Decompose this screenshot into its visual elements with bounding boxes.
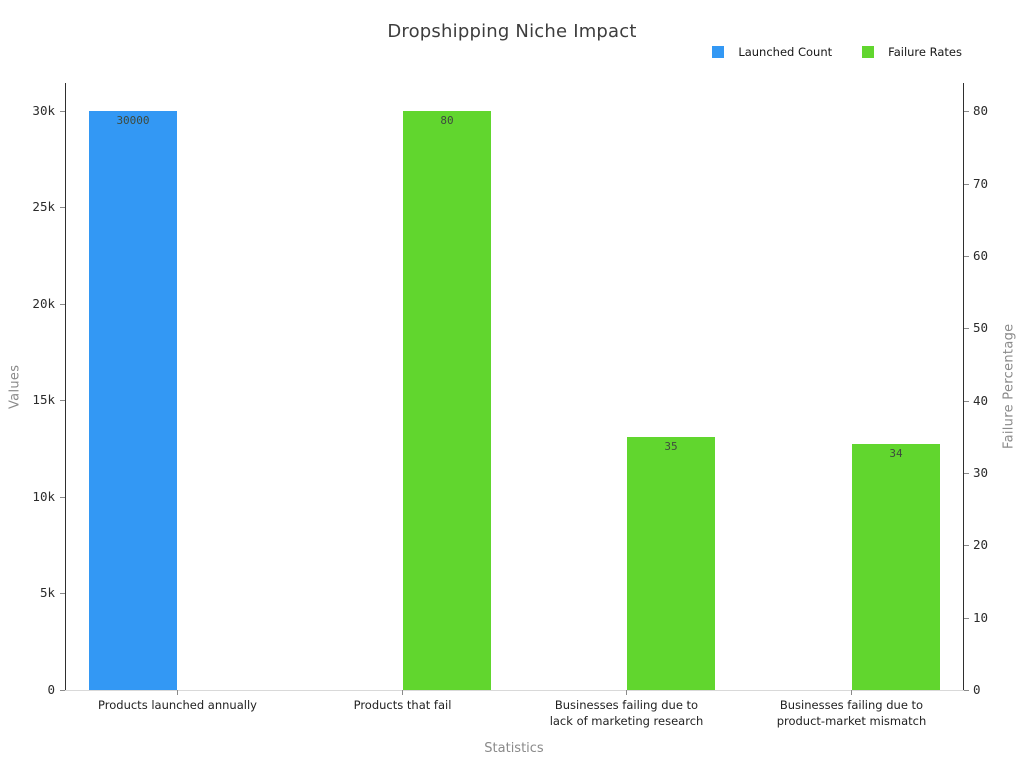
left-axis-tick-mark	[60, 111, 65, 112]
x-tick-label: Businesses failing due to lack of marketi…	[549, 698, 704, 728]
bar-value-label: 80	[440, 114, 454, 127]
x-axis-tick-mark	[177, 690, 178, 695]
legend-swatch-failure-rates-icon	[862, 46, 875, 58]
right-axis-tick-label: 30	[973, 465, 989, 480]
bar-value-label: 30000	[116, 114, 150, 127]
plot-area: 30000 80 35 34	[65, 83, 963, 690]
bar-failure-rates[interactable]: 35	[627, 437, 715, 690]
x-axis-tick-mark	[851, 690, 852, 695]
bar-failure-rates[interactable]: 80	[403, 111, 491, 690]
right-axis-tick-mark	[964, 473, 969, 474]
right-axis-tick-label: 0	[973, 682, 981, 697]
left-axis-tick-label: 20k	[32, 296, 55, 311]
bar-failure-rates[interactable]: 34	[852, 444, 940, 690]
left-axis-tick-mark	[60, 497, 65, 498]
right-axis-tick-mark	[964, 111, 969, 112]
legend: Launched Count Failure Rates	[712, 45, 962, 59]
x-axis-tick-mark	[402, 690, 403, 695]
right-axis-tick-label: 70	[973, 176, 989, 191]
bar-value-label: 34	[889, 447, 903, 460]
bar-value-label: 35	[664, 440, 678, 453]
right-axis-tick-label: 60	[973, 248, 989, 263]
left-axis-tick-label: 10k	[32, 489, 55, 504]
legend-label-launched-count: Launched Count	[738, 45, 833, 59]
right-axis-line	[963, 83, 964, 690]
right-axis-tick-mark	[964, 256, 969, 257]
left-axis-tick-mark	[60, 690, 65, 691]
right-axis-tick-label: 80	[973, 103, 989, 118]
legend-item-launched-count[interactable]: Launched Count	[712, 45, 832, 59]
right-axis-tick-label: 40	[973, 393, 989, 408]
right-axis-tick-label: 10	[973, 610, 989, 625]
left-axis-tick-label: 30k	[32, 103, 55, 118]
legend-item-failure-rates[interactable]: Failure Rates	[862, 45, 962, 59]
right-axis-tick-mark	[964, 184, 969, 185]
left-axis-tick-mark	[60, 207, 65, 208]
left-axis-tick-label: 15k	[32, 392, 55, 407]
right-axis-tick-mark	[964, 618, 969, 619]
x-tick-label: Businesses failing due to product-market …	[776, 698, 927, 728]
right-axis-tick-label: 20	[973, 537, 989, 552]
x-axis-tick-mark	[626, 690, 627, 695]
left-axis-line	[65, 83, 66, 690]
left-axis-tick-label: 5k	[39, 585, 55, 600]
right-axis-tick-mark	[964, 545, 969, 546]
bar-launched-count[interactable]: 30000	[89, 111, 177, 690]
left-axis-tick-label: 25k	[32, 199, 55, 214]
left-axis-tick-mark	[60, 304, 65, 305]
legend-label-failure-rates: Failure Rates	[888, 45, 962, 59]
x-axis-title: Statistics	[484, 741, 544, 756]
chart-title: Dropshipping Niche Impact	[387, 21, 637, 42]
x-tick-label: Products that fail	[353, 698, 452, 712]
left-axis-tick-label: 0	[47, 682, 55, 697]
x-tick-label: Products launched annually	[98, 698, 257, 712]
right-axis-tick-mark	[964, 401, 969, 402]
right-axis-tick-label: 50	[973, 320, 989, 335]
left-axis-tick-mark	[60, 593, 65, 594]
right-axis-tick-mark	[964, 328, 969, 329]
left-axis-tick-mark	[60, 400, 65, 401]
legend-swatch-launched-count-icon	[712, 46, 725, 58]
right-axis-title: Failure Percentage	[1001, 323, 1017, 450]
right-axis-tick-mark	[964, 690, 969, 691]
x-axis-baseline	[65, 690, 964, 691]
